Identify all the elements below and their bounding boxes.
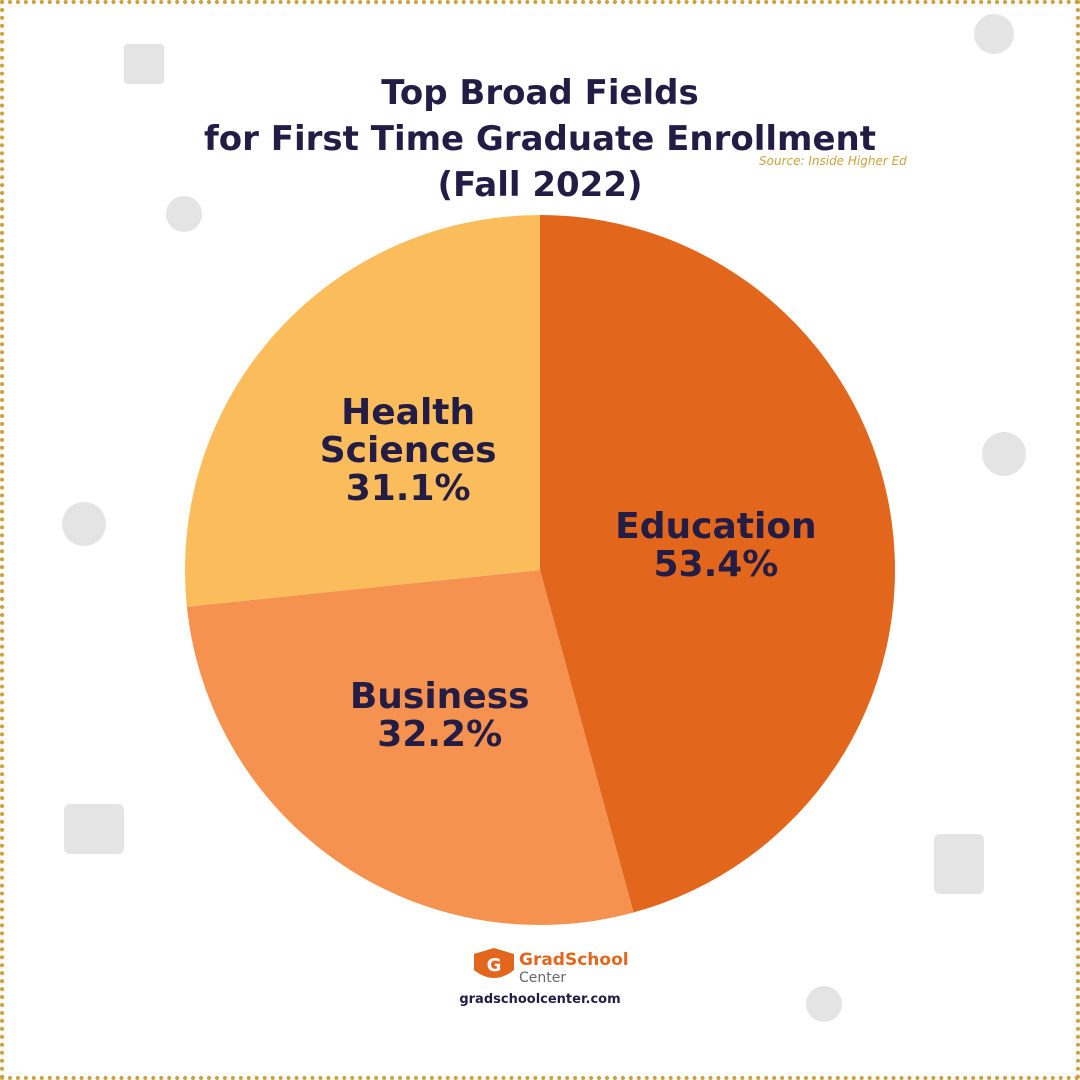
value-label: 31.1% — [345, 468, 471, 510]
chart-title: Top Broad Fields — [381, 73, 699, 113]
category-label: Business — [349, 676, 530, 718]
source: Source: Inside Higher Ed — [759, 154, 907, 168]
pie-slice — [185, 215, 540, 607]
chart-title: (Fall 2022) — [437, 165, 643, 205]
pie-slice — [540, 215, 896, 913]
value-label: 32.2% — [377, 714, 503, 756]
category-label: Education — [615, 506, 817, 548]
brand-sub: Center — [519, 970, 567, 986]
logo-icon: G — [474, 948, 514, 978]
slice-label: Health Sciences 31.1% — [288, 394, 528, 508]
slice-label: Education 53.4% — [596, 508, 836, 584]
chart: G — [62, 14, 1026, 1022]
brand: GradSchool — [519, 950, 629, 970]
svg-text:G: G — [487, 955, 502, 976]
pie-slice — [186, 570, 634, 926]
background-icons — [62, 14, 1026, 1022]
category-label: Health Sciences — [319, 392, 497, 472]
url: gradschoolcenter.com — [459, 992, 621, 1007]
chart-title: for First Time Graduate Enrollment — [204, 119, 876, 159]
value-label: 53.4% — [653, 544, 779, 586]
slice-label: Business 32.2% — [320, 678, 560, 754]
